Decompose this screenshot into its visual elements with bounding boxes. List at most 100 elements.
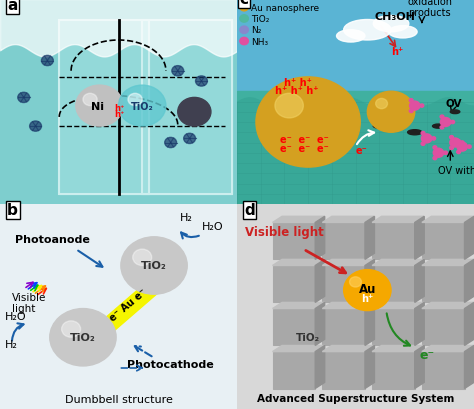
Bar [237, 92, 474, 204]
Circle shape [240, 38, 248, 45]
Text: OV: OV [446, 98, 462, 108]
Circle shape [349, 277, 361, 287]
Circle shape [432, 137, 436, 141]
Ellipse shape [450, 110, 460, 114]
Polygon shape [415, 217, 424, 260]
Polygon shape [415, 346, 424, 389]
Polygon shape [315, 260, 325, 303]
Circle shape [42, 56, 53, 66]
Text: h⁺: h⁺ [361, 294, 374, 303]
Polygon shape [322, 346, 374, 352]
Polygon shape [422, 217, 474, 223]
Circle shape [450, 139, 460, 148]
Bar [422, 309, 465, 346]
Ellipse shape [408, 130, 422, 135]
Polygon shape [465, 346, 474, 389]
Bar [322, 266, 365, 303]
Polygon shape [422, 346, 474, 352]
Bar [273, 266, 315, 303]
Ellipse shape [374, 16, 409, 33]
Circle shape [344, 270, 391, 311]
Polygon shape [365, 303, 374, 346]
Circle shape [18, 93, 29, 103]
Text: oxidation
products: oxidation products [408, 0, 453, 18]
Polygon shape [315, 217, 325, 260]
Bar [59, 20, 149, 194]
Circle shape [456, 151, 461, 154]
Bar [372, 266, 415, 303]
Circle shape [457, 143, 467, 152]
Text: Advanced Superstructure System: Advanced Superstructure System [257, 393, 454, 403]
Circle shape [121, 237, 187, 294]
Bar [273, 352, 315, 389]
Bar [322, 223, 365, 260]
Ellipse shape [337, 114, 351, 119]
Circle shape [50, 309, 116, 366]
Text: N₂: N₂ [251, 26, 262, 35]
Polygon shape [372, 217, 424, 223]
Text: h⁺ h⁺: h⁺ h⁺ [284, 78, 312, 88]
Bar [142, 20, 232, 194]
Circle shape [433, 157, 437, 160]
Circle shape [62, 321, 81, 337]
Circle shape [256, 78, 360, 168]
Circle shape [444, 152, 447, 155]
Text: Ni: Ni [91, 101, 104, 111]
Bar [372, 309, 415, 346]
Text: TiO₂: TiO₂ [131, 101, 154, 111]
Circle shape [433, 146, 437, 150]
Polygon shape [415, 303, 424, 346]
Ellipse shape [389, 27, 417, 39]
Text: Dumbbell structure: Dumbbell structure [64, 394, 173, 404]
Bar [422, 223, 465, 260]
Polygon shape [465, 260, 474, 303]
Bar [322, 352, 365, 389]
Polygon shape [273, 303, 325, 309]
Text: h⁺: h⁺ [114, 110, 124, 119]
Bar [372, 352, 415, 389]
Polygon shape [465, 217, 474, 260]
Bar [422, 266, 465, 303]
Text: CH₃OH: CH₃OH [374, 12, 415, 22]
Bar [322, 309, 365, 346]
Text: H₂O: H₂O [5, 311, 27, 321]
Polygon shape [273, 217, 325, 223]
Text: e⁻ Au e⁻: e⁻ Au e⁻ [108, 287, 148, 323]
Text: H₂: H₂ [180, 213, 193, 223]
Circle shape [183, 134, 196, 144]
Polygon shape [465, 303, 474, 346]
Circle shape [410, 102, 420, 111]
Circle shape [178, 98, 211, 127]
Text: h⁺: h⁺ [114, 103, 124, 112]
Circle shape [240, 4, 248, 12]
Text: b: b [7, 203, 18, 218]
Circle shape [433, 149, 444, 158]
Text: e⁻: e⁻ [356, 145, 367, 155]
Polygon shape [365, 346, 374, 389]
Circle shape [128, 94, 142, 106]
Bar [59, 20, 149, 194]
Text: TiO₂: TiO₂ [70, 333, 96, 342]
Ellipse shape [432, 125, 445, 129]
Circle shape [460, 142, 464, 145]
Polygon shape [372, 346, 424, 352]
Text: h⁺: h⁺ [391, 47, 403, 57]
Text: Au: Au [359, 282, 376, 295]
Circle shape [195, 76, 208, 87]
Bar [372, 223, 415, 260]
Circle shape [165, 138, 176, 148]
Text: d: d [244, 203, 255, 218]
Circle shape [375, 99, 388, 109]
Text: e⁻  e⁻  e⁻: e⁻ e⁻ e⁻ [280, 135, 328, 145]
Circle shape [451, 121, 455, 124]
Circle shape [172, 66, 184, 76]
Circle shape [240, 16, 248, 23]
Text: h⁺ h⁺ h⁺: h⁺ h⁺ h⁺ [275, 86, 319, 96]
Bar [273, 223, 315, 260]
Circle shape [449, 136, 454, 139]
Ellipse shape [344, 20, 391, 41]
Circle shape [83, 94, 97, 106]
Circle shape [421, 135, 432, 144]
Circle shape [76, 86, 123, 127]
Circle shape [467, 146, 471, 149]
